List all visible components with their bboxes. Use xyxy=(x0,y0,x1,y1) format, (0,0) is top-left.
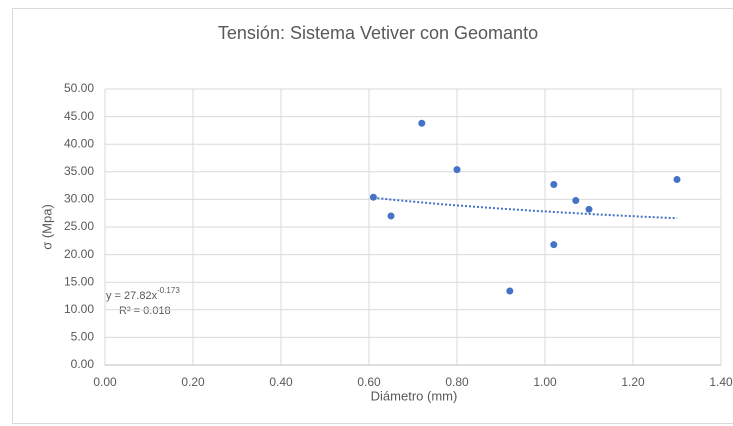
trend-equation: y = 27.82x-0.173 xyxy=(106,286,180,302)
y-tick-label: 0.00 xyxy=(71,357,95,371)
data-point xyxy=(369,193,377,201)
data-point xyxy=(418,119,426,127)
x-tick-label: 0.40 xyxy=(269,375,293,389)
x-axis-title: Diámetro (mm) xyxy=(371,388,458,403)
data-point xyxy=(572,197,580,205)
x-tick-label: 0.20 xyxy=(181,375,205,389)
y-tick-label: 25.00 xyxy=(64,219,94,233)
y-tick-label: 10.00 xyxy=(64,302,94,316)
chart-title: Tensión: Sistema Vetiver con Geomanto xyxy=(218,23,538,43)
y-tick-label: 50.00 xyxy=(64,81,94,95)
data-point xyxy=(453,166,461,174)
equation-exponent: -0.173 xyxy=(157,286,180,295)
trendline xyxy=(373,196,678,220)
y-tick-label: 20.00 xyxy=(64,247,94,261)
y-tick-label: 30.00 xyxy=(64,192,94,206)
y-tick-label: 5.00 xyxy=(71,330,95,344)
y-axis-title: σ (Mpa) xyxy=(39,204,54,250)
y-tick-label: 15.00 xyxy=(64,274,94,288)
y-tick-label: 40.00 xyxy=(64,136,94,150)
y-tick-label: 35.00 xyxy=(64,164,94,178)
data-point xyxy=(673,176,681,184)
x-tick-label: 0.00 xyxy=(93,375,117,389)
data-point xyxy=(550,241,558,249)
data-point xyxy=(506,287,514,295)
x-tick-label: 0.60 xyxy=(357,375,381,389)
y-tick-label: 45.00 xyxy=(64,109,94,123)
equation-base: y = 27.82x xyxy=(106,290,158,302)
x-tick-label: 1.40 xyxy=(709,375,733,389)
data-point xyxy=(387,212,395,220)
x-tick-label: 1.00 xyxy=(533,375,557,389)
x-tick-label: 1.20 xyxy=(621,375,645,389)
trend-r2: R² = 0.018 xyxy=(119,305,171,317)
data-point xyxy=(585,205,593,213)
data-point xyxy=(550,180,558,188)
x-tick-label: 0.80 xyxy=(445,375,469,389)
